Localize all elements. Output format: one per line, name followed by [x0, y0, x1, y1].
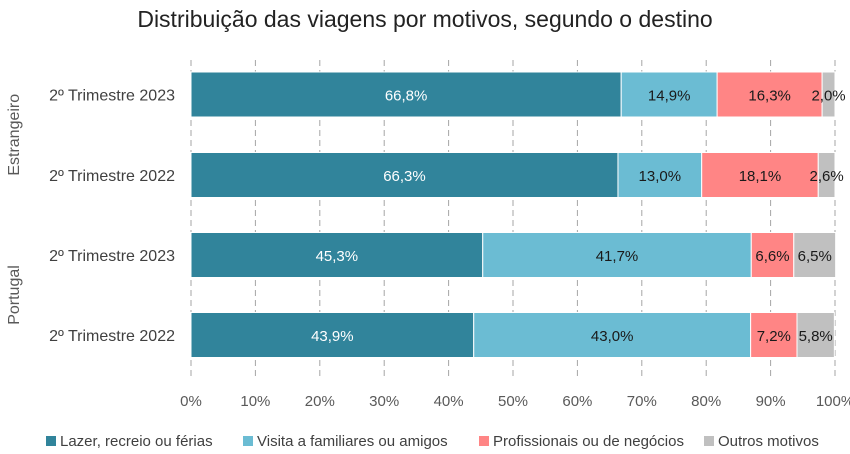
- x-tick-label: 80%: [691, 393, 721, 410]
- x-tick-label: 10%: [240, 393, 270, 410]
- bar-segment: [716, 71, 823, 118]
- x-tick-label: 20%: [305, 393, 335, 410]
- data-label: 43,0%: [591, 328, 634, 345]
- bars: [190, 71, 837, 358]
- bar-segment: [701, 152, 819, 198]
- bar-segment: [190, 152, 619, 198]
- bar-segment: [473, 312, 752, 358]
- x-tick-label: 70%: [627, 393, 657, 410]
- chart-title: Distribuição das viagens por motivos, se…: [137, 6, 712, 32]
- data-label: 41,7%: [596, 248, 639, 265]
- x-tick-label: 50%: [498, 393, 528, 410]
- legend: Lazer, recreio ou férias Visita a familia…: [46, 433, 819, 450]
- category-label: 2º Trimestre 2022: [49, 328, 175, 345]
- data-label: 18,1%: [739, 168, 782, 185]
- data-label: 66,3%: [383, 168, 426, 185]
- bar-segment: [750, 232, 795, 278]
- bar-segment: [617, 152, 703, 198]
- x-tick-label: 100%: [816, 393, 850, 410]
- data-label: 6,6%: [755, 248, 789, 265]
- data-label: 14,9%: [648, 88, 691, 105]
- category-labels: 2º Trimestre 2023 2º Trimestre 2022 2º Tri…: [6, 88, 175, 346]
- bar-segment: [190, 232, 484, 278]
- bar-segment: [817, 152, 836, 198]
- legend-label: Profissionais ou de negócios: [493, 433, 684, 450]
- legend-label: Outros motivos: [718, 433, 819, 450]
- legend-swatch: [479, 436, 489, 446]
- bar-segment: [796, 312, 835, 358]
- data-labels: 66,8% 14,9% 16,3% 2,0% 66,3% 13,0% 18,1% 2,6% 45…: [311, 88, 846, 346]
- x-tick-label: 0%: [180, 393, 202, 410]
- data-label: 16,3%: [748, 88, 791, 105]
- category-label: 2º Trimestre 2023: [49, 248, 175, 265]
- x-tick-label: 90%: [756, 393, 786, 410]
- legend-label: Visita a familiares ou amigos: [257, 433, 448, 450]
- data-label: 2,0%: [811, 88, 845, 105]
- category-label: 2º Trimestre 2022: [49, 168, 175, 185]
- bar-segment: [793, 232, 837, 278]
- x-tick-label: 30%: [369, 393, 399, 410]
- data-label: 5,8%: [799, 328, 833, 345]
- data-label: 7,2%: [757, 328, 791, 345]
- legend-label: Lazer, recreio ou férias: [60, 433, 213, 450]
- bar-segment: [620, 71, 718, 118]
- bar-segment: [190, 71, 622, 118]
- x-tick-labels: 0% 10% 20% 30% 40% 50% 60% 70% 80% 90% 100%: [180, 393, 850, 410]
- category-label: 2º Trimestre 2023: [49, 88, 175, 105]
- bar-segment: [482, 232, 752, 278]
- group-label: Portugal: [6, 265, 23, 325]
- legend-swatch: [46, 436, 56, 446]
- x-tick-label: 40%: [434, 393, 464, 410]
- x-tick-label: 60%: [562, 393, 592, 410]
- data-label: 66,8%: [385, 88, 428, 105]
- data-label: 2,6%: [810, 168, 844, 185]
- legend-swatch: [704, 436, 714, 446]
- data-label: 6,5%: [798, 248, 832, 265]
- data-label: 45,3%: [316, 248, 359, 265]
- legend-swatch: [243, 436, 253, 446]
- bar-segment: [821, 71, 836, 118]
- data-label: 43,9%: [311, 328, 354, 345]
- data-label: 13,0%: [639, 168, 682, 185]
- group-label: Estrangeiro: [6, 94, 23, 176]
